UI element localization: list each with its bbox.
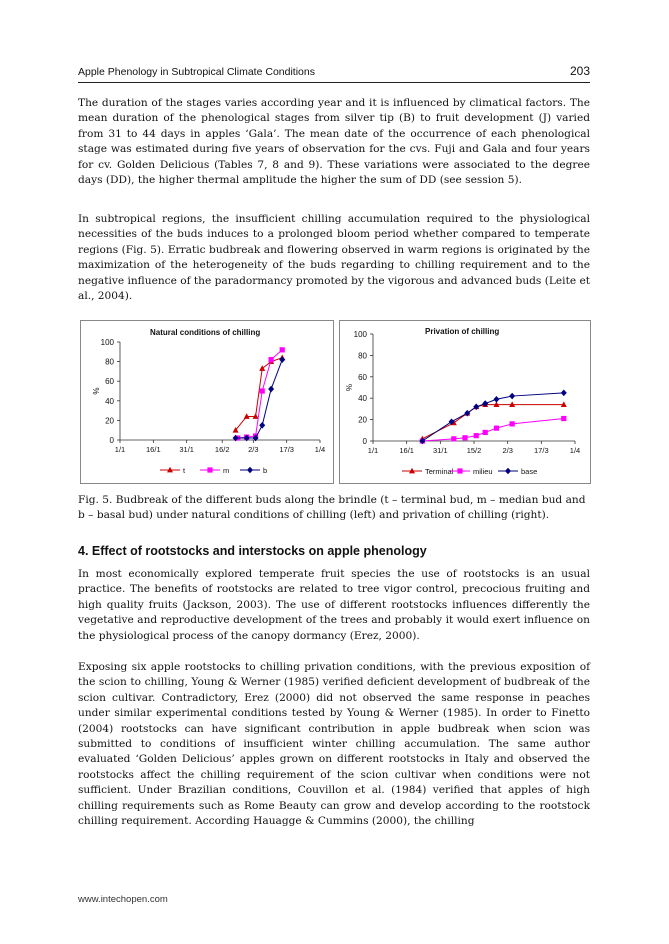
x-tick-label: 1/1 — [368, 446, 378, 455]
y-tick-label: 40 — [358, 394, 367, 403]
chart-natural-chilling: Natural conditions of chilling 0 20 40 60 80 1… — [80, 320, 334, 484]
chart-title: Natural conditions of chilling — [150, 328, 260, 337]
legend-marker — [409, 467, 415, 474]
legend-marker — [505, 467, 511, 475]
x-tick-label: 16/2 — [215, 445, 230, 454]
x-tick-label: 16/1 — [146, 445, 161, 454]
legend-marker — [207, 467, 213, 473]
y-tick-label: 0 — [110, 436, 115, 445]
point-Terminal — [509, 401, 516, 408]
point-milieu — [482, 429, 488, 436]
y-tick-label: 60 — [105, 377, 114, 386]
point-base — [493, 395, 500, 403]
x-tick-label: 1/4 — [570, 446, 580, 455]
point-milieu — [509, 421, 515, 427]
y-tick-label: 80 — [358, 351, 367, 360]
point-t — [232, 427, 239, 433]
paragraph-1: The duration of the stages varies accord… — [78, 97, 590, 187]
figure-caption: Fig. 5. Budbreak of the different buds a… — [78, 494, 586, 522]
running-title: Apple Phenology in Subtropical Climate C… — [78, 66, 315, 78]
series-line-base — [422, 392, 564, 442]
point-Terminal — [493, 401, 500, 408]
point-base — [448, 418, 455, 426]
x-tick-label: 17/3 — [279, 445, 294, 454]
legend-marker — [247, 466, 253, 474]
y-tick-label: 20 — [105, 416, 114, 425]
legend-marker — [457, 468, 463, 474]
x-tick-label: 17/3 — [534, 446, 549, 455]
x-tick-label: 31/1 — [179, 445, 194, 454]
point-m — [259, 388, 265, 394]
legend-label: Terminal — [425, 467, 454, 476]
paragraph-2: In subtropical regions, the insufficient… — [78, 213, 590, 303]
point-base — [509, 392, 516, 400]
point-milieu — [462, 435, 468, 441]
point-t — [252, 413, 259, 419]
point-base — [560, 389, 567, 397]
point-milieu — [493, 425, 500, 431]
legend-marker — [167, 466, 173, 473]
paragraph-4: Exposing six apple rootstocks to chillin… — [78, 661, 590, 828]
x-tick-label: 1/4 — [315, 445, 325, 454]
x-tick-label: 2/3 — [502, 446, 512, 455]
point-t — [259, 365, 266, 371]
y-tick-label: 80 — [105, 358, 114, 367]
legend-label: m — [223, 466, 229, 475]
y-axis-label: % — [92, 387, 101, 394]
running-header: Apple Phenology in Subtropical Climate C… — [78, 64, 590, 83]
x-tick-label: 16/1 — [399, 446, 414, 455]
point-m — [268, 357, 274, 363]
x-tick-label: 15/2 — [467, 446, 482, 455]
paragraph-3: In most economically explored temperate … — [78, 568, 590, 642]
y-tick-label: 40 — [105, 397, 114, 406]
y-tick-label: 60 — [358, 373, 367, 382]
point-milieu — [561, 415, 567, 422]
legend-label: milieu — [473, 467, 493, 476]
section-heading: 4. Effect of rootstocks and interstocks … — [78, 544, 427, 558]
point-milieu — [451, 436, 457, 442]
point-m — [279, 347, 285, 353]
y-tick-label: 0 — [363, 437, 368, 446]
footer-url: www.intechopen.com — [78, 894, 168, 905]
x-tick-label: 2/3 — [248, 445, 258, 454]
chart-privation-chilling: Privation of chilling 0 20 40 60 80 100% 1/1 16/… — [339, 320, 591, 484]
point-b — [279, 356, 286, 363]
x-tick-label: 1/1 — [115, 445, 125, 454]
point-t — [243, 413, 250, 419]
y-axis-label: % — [345, 384, 354, 391]
page-number: 203 — [569, 64, 590, 78]
point-Terminal — [560, 401, 567, 408]
x-tick-label: 31/1 — [433, 446, 448, 455]
y-tick-label: 100 — [354, 330, 368, 339]
legend-label: base — [521, 467, 537, 476]
y-tick-label: 20 — [358, 416, 367, 425]
y-tick-label: 100 — [101, 338, 115, 347]
series-line-Terminal — [422, 404, 564, 440]
legend-label: t — [183, 466, 186, 475]
point-milieu — [473, 433, 479, 439]
point-base — [419, 437, 426, 445]
chart-title: Privation of chilling — [425, 327, 499, 336]
legend-label: b — [263, 466, 267, 475]
